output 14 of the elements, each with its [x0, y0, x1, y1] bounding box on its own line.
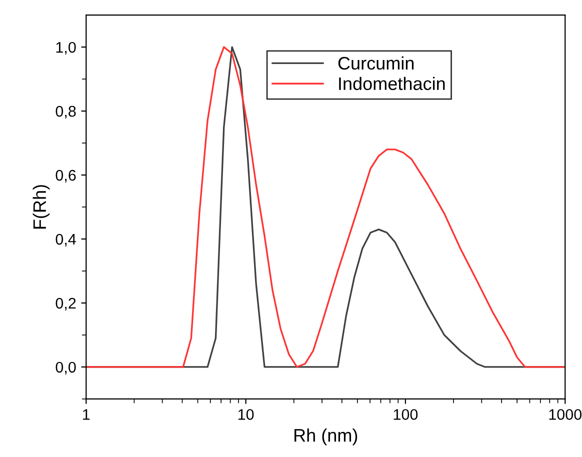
- x-tick-label: 1: [83, 409, 90, 420]
- x-axis-title: Rh (nm): [294, 428, 358, 446]
- y-tick-label: 0,4: [56, 234, 76, 246]
- x-tick-label: 10: [238, 409, 254, 420]
- y-tick-label: 0,6: [56, 170, 76, 183]
- y-tick-label: 1,0: [56, 42, 76, 55]
- y-tick-label: 0,0: [56, 362, 76, 374]
- y-tick-label: 0,8: [56, 106, 76, 119]
- legend-label: Curcumin: [338, 56, 414, 70]
- legend-label: Indomethacin: [339, 76, 445, 90]
- x-tick-label: 100: [394, 409, 418, 420]
- x-tick-label: 1000: [549, 409, 582, 420]
- y-tick-label: 0,2: [56, 298, 76, 310]
- y-axis-title: F(Rh): [32, 185, 50, 229]
